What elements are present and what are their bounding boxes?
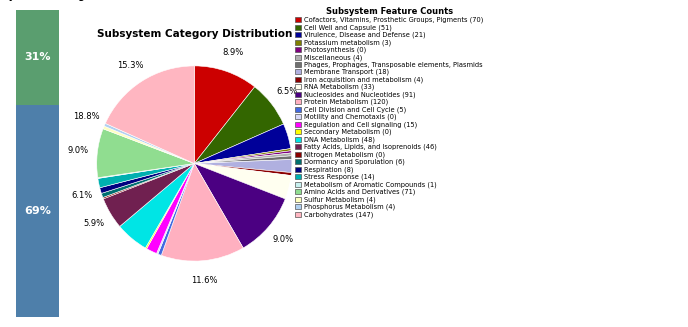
Text: 69%: 69% bbox=[24, 206, 51, 216]
Text: 9.0%: 9.0% bbox=[67, 146, 89, 155]
Wedge shape bbox=[101, 164, 194, 198]
Wedge shape bbox=[97, 129, 194, 178]
Legend: Cofactors, Vitamins, Prosthetic Groups, Pigments (70), Cell Well and Capsule (51: Cofactors, Vitamins, Prosthetic Groups, … bbox=[295, 7, 483, 218]
Text: 9.0%: 9.0% bbox=[272, 235, 294, 244]
Wedge shape bbox=[103, 164, 194, 226]
Wedge shape bbox=[158, 164, 194, 255]
Wedge shape bbox=[194, 66, 255, 164]
Wedge shape bbox=[161, 164, 243, 261]
Text: 18.8%: 18.8% bbox=[74, 112, 100, 121]
Text: 15.3%: 15.3% bbox=[118, 60, 144, 70]
Wedge shape bbox=[194, 151, 291, 164]
Wedge shape bbox=[103, 126, 194, 164]
Wedge shape bbox=[194, 124, 291, 164]
Wedge shape bbox=[98, 164, 194, 188]
Wedge shape bbox=[194, 156, 292, 164]
Wedge shape bbox=[194, 148, 291, 164]
Bar bbox=[16, 105, 58, 317]
Wedge shape bbox=[194, 164, 292, 176]
Wedge shape bbox=[145, 164, 194, 249]
Wedge shape bbox=[98, 164, 194, 179]
Wedge shape bbox=[157, 164, 194, 254]
Title: Subsystem Category Distribution: Subsystem Category Distribution bbox=[96, 29, 292, 39]
Wedge shape bbox=[103, 164, 194, 199]
Text: 31%: 31% bbox=[24, 52, 51, 62]
Text: Subsystem Coverage: Subsystem Coverage bbox=[0, 0, 91, 1]
Bar bbox=[16, 10, 58, 105]
Wedge shape bbox=[194, 87, 283, 164]
Text: 6.5%: 6.5% bbox=[276, 87, 297, 96]
Wedge shape bbox=[104, 123, 194, 164]
Wedge shape bbox=[120, 164, 194, 248]
Text: 5.9%: 5.9% bbox=[83, 219, 104, 228]
Text: 11.6%: 11.6% bbox=[191, 276, 218, 284]
Wedge shape bbox=[194, 164, 291, 199]
Text: 8.9%: 8.9% bbox=[222, 48, 244, 57]
Text: 6.1%: 6.1% bbox=[71, 192, 92, 200]
Wedge shape bbox=[194, 160, 292, 173]
Wedge shape bbox=[105, 66, 194, 164]
Wedge shape bbox=[100, 164, 194, 193]
Wedge shape bbox=[194, 164, 286, 248]
Wedge shape bbox=[147, 164, 194, 253]
Wedge shape bbox=[194, 153, 292, 164]
